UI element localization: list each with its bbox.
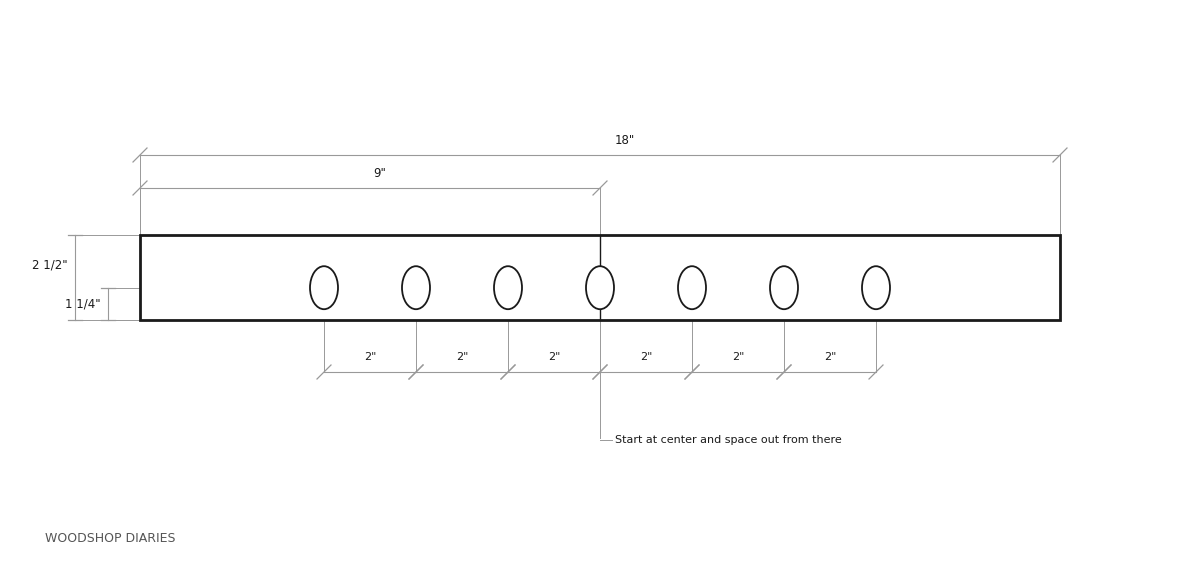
Ellipse shape (310, 266, 338, 309)
Bar (140, 235, 1060, 320)
Text: WOODSHOP DIARIES: WOODSHOP DIARIES (46, 532, 175, 545)
Ellipse shape (586, 266, 614, 309)
Text: 2": 2" (456, 352, 468, 362)
Text: 2": 2" (640, 352, 652, 362)
Ellipse shape (678, 266, 706, 309)
Text: 2": 2" (824, 352, 836, 362)
Text: 2": 2" (548, 352, 560, 362)
Text: 2": 2" (732, 352, 744, 362)
Ellipse shape (494, 266, 522, 309)
Ellipse shape (402, 266, 430, 309)
Text: 2 1/2": 2 1/2" (32, 258, 68, 271)
Ellipse shape (862, 266, 890, 309)
Ellipse shape (770, 266, 798, 309)
Text: Start at center and space out from there: Start at center and space out from there (616, 435, 841, 445)
Text: 2": 2" (364, 352, 376, 362)
Text: 9": 9" (373, 167, 386, 180)
Text: 18": 18" (614, 134, 635, 147)
Text: 1 1/4": 1 1/4" (65, 298, 101, 310)
